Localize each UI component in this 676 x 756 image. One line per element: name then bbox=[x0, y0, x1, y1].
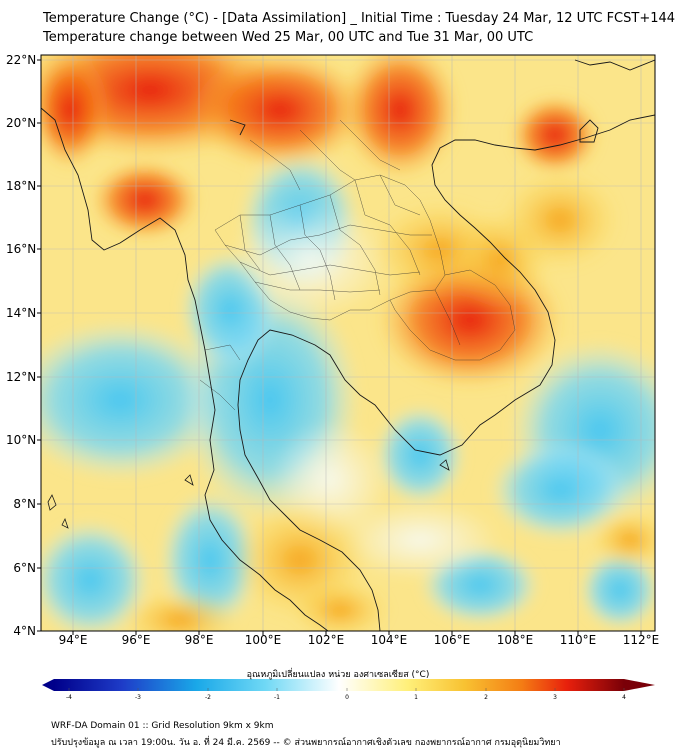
temperature-field bbox=[41, 55, 655, 631]
lat-label: 6°N bbox=[13, 561, 36, 575]
colorbar-title: อุณหภูมิเปลี่ยนแปลง หน่วย องศาเซลเซียส (… bbox=[246, 670, 430, 680]
colorbar-tick-label: 4 bbox=[622, 694, 626, 701]
lat-label: 18°N bbox=[6, 179, 37, 193]
chart-title-line2: Temperature change between Wed 25 Mar, 0… bbox=[43, 30, 534, 45]
lon-label: 106°E bbox=[433, 633, 471, 647]
gridlines bbox=[41, 55, 655, 631]
lon-label: 102°E bbox=[307, 633, 345, 647]
lat-label: 22°N bbox=[6, 53, 37, 67]
coastlines bbox=[41, 59, 655, 631]
colorbar-tick-label: 3 bbox=[553, 694, 557, 701]
lon-label: 110°E bbox=[559, 633, 597, 647]
lat-label: 12°N bbox=[6, 370, 37, 384]
lon-label: 96°E bbox=[121, 633, 151, 647]
lat-label: 20°N bbox=[6, 116, 37, 130]
lon-label: 98°E bbox=[184, 633, 214, 647]
lat-label: 16°N bbox=[6, 242, 37, 256]
colorbar-tick-label: -4 bbox=[66, 694, 72, 701]
colorbar-tick-label: -2 bbox=[205, 694, 211, 701]
colorbar-tick-label: 0 bbox=[345, 694, 349, 701]
lat-label: 14°N bbox=[6, 306, 37, 320]
islands bbox=[47, 459, 450, 529]
colorbar-ticks bbox=[68, 688, 625, 691]
plot-frame bbox=[40, 54, 656, 632]
colorbar-tick-label: 2 bbox=[484, 694, 488, 701]
lat-label: 10°N bbox=[6, 433, 37, 447]
colorbar bbox=[42, 679, 655, 691]
footer-update-credit: ปรับปรุงข้อมูล ณ เวลา 19:00น. วัน อ. ที่… bbox=[51, 738, 561, 748]
chart-title-line1: Temperature Change (°C) - [Data Assimila… bbox=[43, 11, 676, 26]
province-borders bbox=[199, 119, 516, 411]
lon-label: 104°E bbox=[370, 633, 408, 647]
lat-label: 8°N bbox=[13, 497, 36, 511]
lon-label: 100°E bbox=[244, 633, 282, 647]
colorbar-tick-label: -1 bbox=[274, 694, 280, 701]
lat-label: 4°N bbox=[13, 624, 36, 638]
colorbar-tick-label: 1 bbox=[414, 694, 418, 701]
lon-label: 108°E bbox=[496, 633, 534, 647]
footer-model-info: WRF-DA Domain 01 :: Grid Resolution 9km … bbox=[51, 721, 274, 731]
colorbar-tick-label: -3 bbox=[135, 694, 141, 701]
lon-label: 112°E bbox=[622, 633, 660, 647]
axis-ticks bbox=[37, 59, 642, 635]
lon-label: 94°E bbox=[58, 633, 88, 647]
